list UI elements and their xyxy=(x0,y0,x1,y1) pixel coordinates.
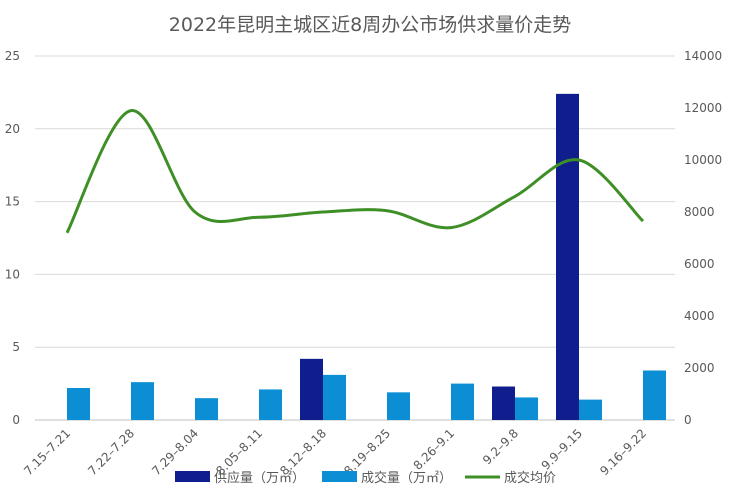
x-tick-label: 7.15–7.21 xyxy=(21,426,73,478)
bar xyxy=(259,389,282,420)
x-tick-label: 7.22–7.28 xyxy=(85,426,137,478)
bar xyxy=(131,382,154,420)
bar xyxy=(579,399,602,420)
bar xyxy=(195,398,218,420)
legend: 供应量（万㎡） 成交量（万㎡） 成交均价 xyxy=(175,470,556,486)
bar xyxy=(300,358,323,420)
y-left-tick-label: 25 xyxy=(5,49,20,63)
bar xyxy=(515,397,538,420)
y-right-tick-label: 6000 xyxy=(684,257,715,271)
bar xyxy=(451,383,474,420)
bar xyxy=(556,93,579,420)
y-right-tick-label: 8000 xyxy=(684,205,715,219)
y-right-tick-label: 0 xyxy=(684,413,692,427)
y-right-tick-label: 4000 xyxy=(684,309,715,323)
bar xyxy=(323,374,346,420)
legend-label: 供应量（万㎡） xyxy=(214,470,305,486)
x-tick-label: 9.16–9.22 xyxy=(597,426,649,478)
legend-label: 成交均价 xyxy=(504,470,556,486)
y-axis-right: 0 2000 4000 6000 8000 10000 12000 14000 xyxy=(684,49,722,427)
y-left-tick-label: 0 xyxy=(12,413,20,427)
x-tick-label: 8.26–9.1 xyxy=(411,426,458,473)
price-line-path xyxy=(65,109,645,234)
y-left-tick-label: 15 xyxy=(5,195,20,209)
bars xyxy=(67,93,666,420)
y-right-tick-label: 12000 xyxy=(684,101,722,115)
bar xyxy=(643,370,666,420)
price-line xyxy=(65,109,645,234)
legend-swatch xyxy=(175,471,210,482)
y-right-tick-label: 14000 xyxy=(684,49,722,63)
legend-label: 成交量（万㎡） xyxy=(361,470,452,486)
y-axis-left: 0 5 10 15 20 25 xyxy=(5,49,20,427)
x-tick-label: 9.9–9.15 xyxy=(539,426,586,473)
y-left-tick-label: 10 xyxy=(5,267,20,281)
y-right-tick-label: 2000 xyxy=(684,361,715,375)
y-left-tick-label: 20 xyxy=(5,122,20,136)
y-right-tick-label: 10000 xyxy=(684,153,722,167)
y-left-tick-label: 5 xyxy=(12,340,20,354)
legend-swatch xyxy=(322,471,357,482)
bar xyxy=(67,387,90,420)
bar xyxy=(387,392,410,420)
x-tick-label: 7.29–8.04 xyxy=(149,426,201,478)
bar xyxy=(492,386,515,420)
x-tick-label: 9.2–9.8 xyxy=(480,426,521,467)
chart-title: 2022年昆明主城区近8周办公市场供求量价走势 xyxy=(169,14,571,36)
